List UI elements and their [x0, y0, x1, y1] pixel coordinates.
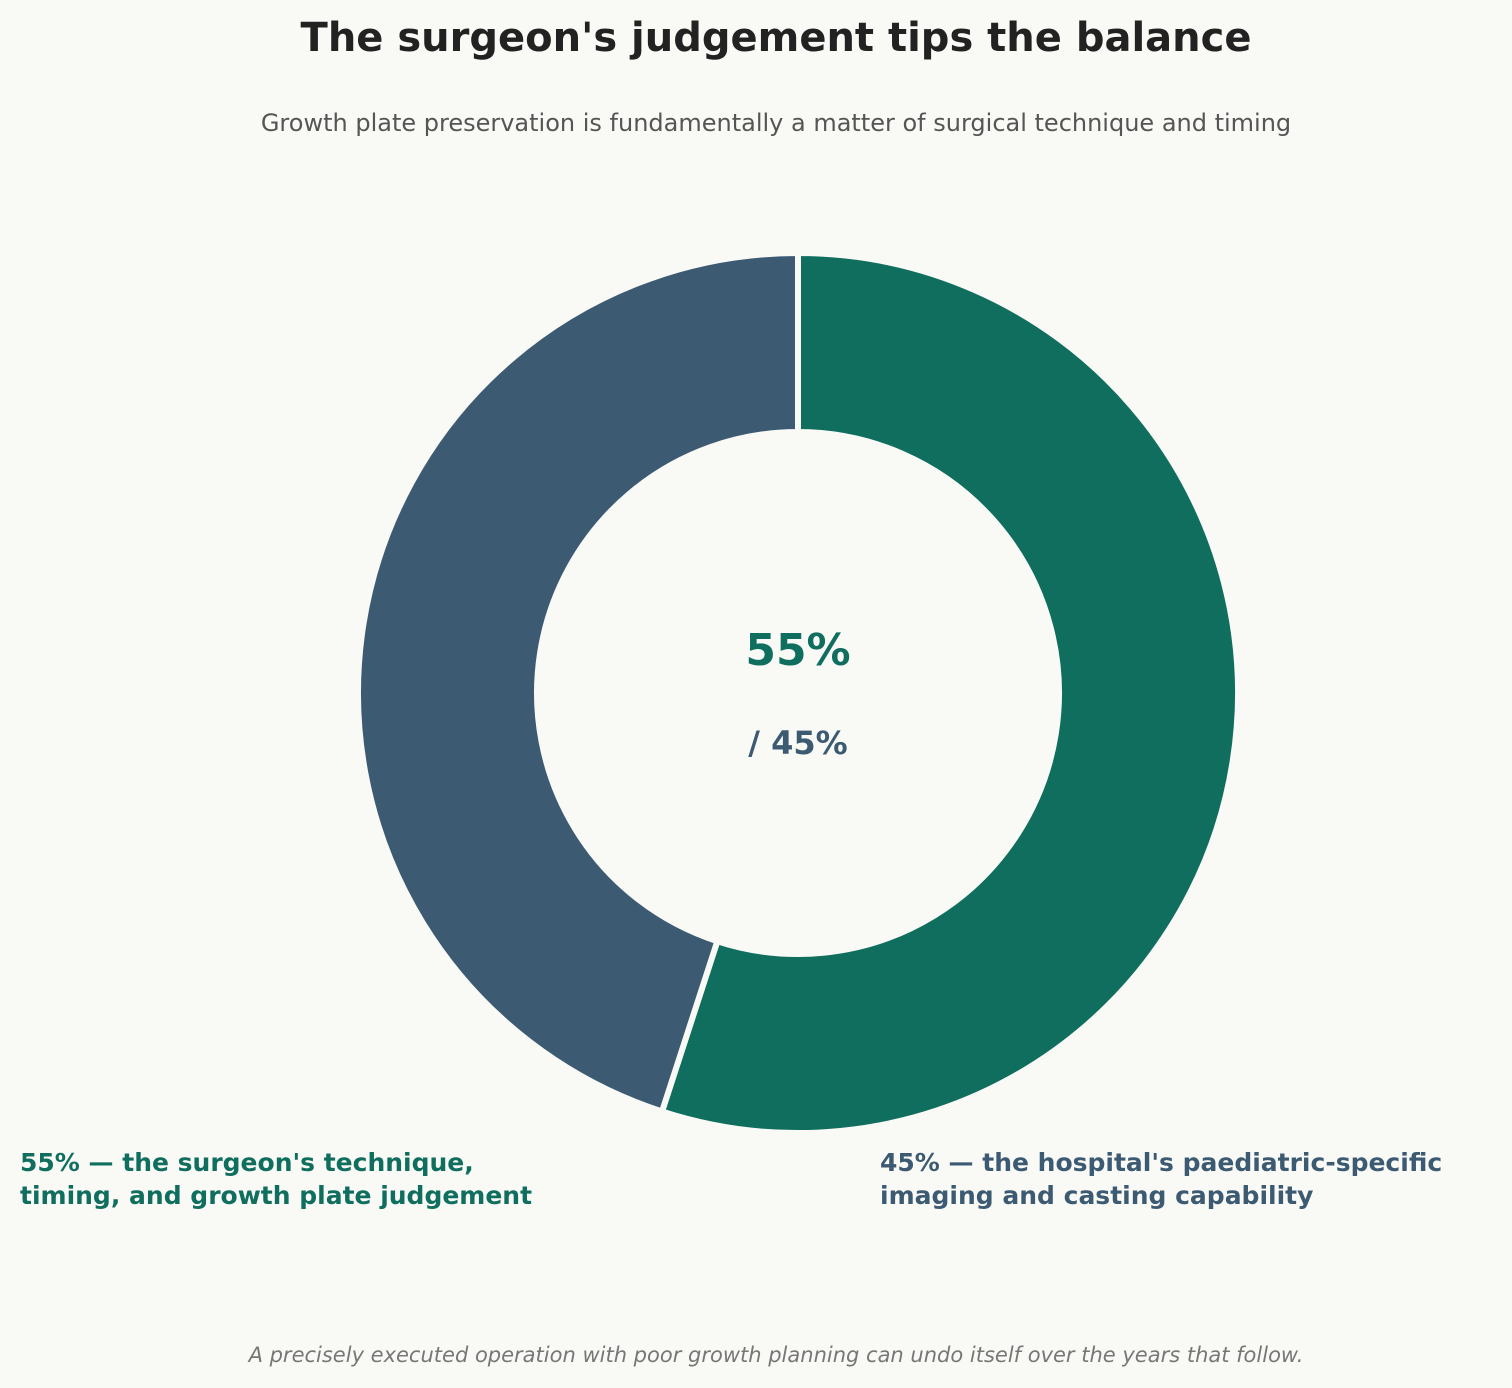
donut-slice [658, 249, 1241, 1136]
footnote: A precisely executed operation with poor… [247, 1343, 1304, 1367]
chart-title: The surgeon's judgement tips the balance [301, 15, 1252, 61]
slice-label: imaging and casting capability [880, 1181, 1313, 1210]
center-label: 55% [745, 625, 850, 676]
center-sublabel: / 45% [748, 724, 847, 762]
slice-label: 55% — the surgeon's technique, [20, 1148, 474, 1177]
slice-label: 45% — the hospital's paediatric-specific [880, 1148, 1442, 1177]
slice-label: timing, and growth plate judgement [20, 1181, 532, 1210]
donut-slice [355, 249, 801, 1116]
chart-subtitle: Growth plate preservation is fundamental… [261, 109, 1291, 137]
